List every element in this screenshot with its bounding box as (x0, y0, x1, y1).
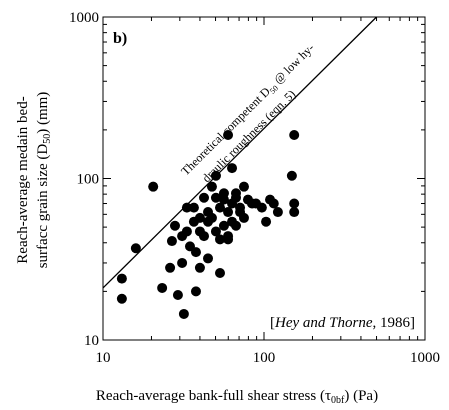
point (130, 243, 141, 254)
point (188, 202, 199, 213)
point (199, 192, 210, 203)
point (289, 129, 300, 140)
y-axis-label-line: Reach-average medain bed- (15, 96, 31, 263)
plot-frame (102, 16, 426, 341)
point (268, 198, 279, 209)
point (218, 188, 229, 199)
point (210, 192, 221, 203)
point (289, 207, 300, 218)
point (194, 212, 205, 223)
point (190, 286, 201, 297)
point (178, 308, 189, 319)
citation: [Hey and Thorne, 1986] (270, 315, 415, 331)
point (210, 170, 221, 181)
point (116, 293, 127, 304)
point (261, 216, 272, 227)
point (148, 181, 159, 192)
point (116, 273, 127, 284)
point (199, 231, 210, 242)
point (256, 202, 267, 213)
point (238, 181, 249, 192)
point (165, 262, 176, 273)
point (227, 163, 238, 174)
point (223, 207, 234, 218)
point (230, 188, 241, 199)
annotation: Theoretical competent D50 @ low hy- (178, 41, 318, 180)
point (177, 257, 188, 268)
point (210, 226, 221, 237)
x-tick-label: 1000 (410, 350, 440, 366)
point (206, 181, 217, 192)
point (206, 212, 217, 223)
point (215, 202, 226, 213)
y-tick-label: 100 (77, 172, 100, 188)
point (272, 207, 283, 218)
point (230, 220, 241, 231)
x-tick-label: 10 (96, 350, 111, 366)
y-tick-label: 10 (84, 333, 99, 349)
point (169, 220, 180, 231)
point (215, 234, 226, 245)
point (157, 282, 168, 293)
point (172, 289, 183, 300)
point (181, 226, 192, 237)
y-tick-label: 1000 (69, 10, 99, 26)
point (223, 231, 234, 242)
y-axis-label-line: surfacc grain size (D50) (mm) (35, 92, 53, 269)
x-tick-label: 100 (253, 350, 276, 366)
point (215, 267, 226, 278)
point (223, 129, 234, 140)
point (289, 198, 300, 209)
panel-label: b) (113, 30, 127, 47)
point (203, 253, 214, 264)
theory-line (102, 16, 377, 289)
point (194, 262, 205, 273)
point (181, 202, 192, 213)
point (166, 236, 177, 247)
point (286, 170, 297, 181)
point (190, 247, 201, 258)
point (238, 212, 249, 223)
x-axis-label: Reach-average bank-full shear stress (τ0… (96, 388, 378, 406)
y-axis-label: Reach-average medain bed- surfacc grain … (15, 92, 53, 269)
point (218, 220, 229, 231)
